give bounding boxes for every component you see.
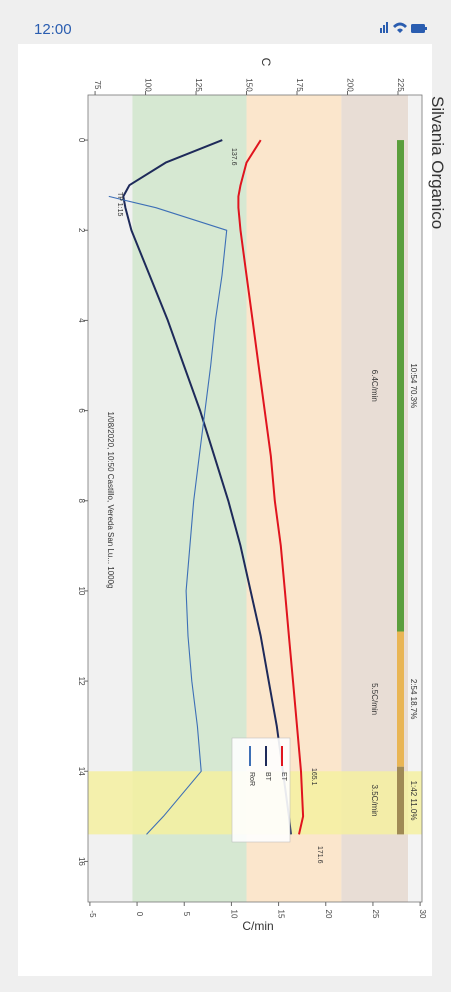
y-tick-label: 100 bbox=[144, 78, 153, 92]
status-time: 12:00 bbox=[34, 21, 72, 38]
annotation: TP 1:15 bbox=[116, 192, 123, 216]
legend-label: RoR bbox=[248, 772, 255, 786]
wifi-icon bbox=[393, 22, 407, 33]
series-line bbox=[237, 139, 305, 835]
y2-tick-label: 20 bbox=[324, 910, 333, 919]
phase-label: 10:54 70.3% bbox=[409, 363, 418, 408]
chart-footer: 1/08/2020, 10:50 Castillo, Vereda San Lu… bbox=[106, 411, 115, 588]
y2-axis-label: C/min bbox=[242, 919, 273, 933]
status-icons bbox=[380, 22, 427, 33]
y2-tick-label: 25 bbox=[371, 910, 380, 919]
plot-frame bbox=[87, 94, 423, 903]
y2-tick-label: -5 bbox=[88, 910, 97, 918]
phase-band bbox=[408, 95, 422, 902]
series-line bbox=[122, 139, 292, 835]
y-tick-label: 150 bbox=[245, 78, 254, 92]
y2-tick-label: 5 bbox=[182, 912, 191, 917]
y-tick-label: 75 bbox=[93, 81, 102, 90]
y2-tick-label: 10 bbox=[229, 910, 238, 919]
legend-box bbox=[231, 737, 291, 843]
x-tick-label: 8 bbox=[77, 499, 86, 504]
signal-bar bbox=[386, 22, 388, 33]
y2-tick-label: 15 bbox=[277, 910, 286, 919]
phase-band bbox=[88, 95, 133, 902]
annotation: 171.6 bbox=[316, 846, 323, 864]
phase-rate: 5.5C/min bbox=[370, 683, 379, 715]
signal-bar bbox=[380, 28, 382, 33]
x-tick-label: 10 bbox=[77, 586, 86, 595]
series-line bbox=[108, 195, 228, 835]
legend-label: BT bbox=[264, 772, 271, 782]
y2-tick-label: 30 bbox=[418, 910, 427, 919]
x-tick-label: 0 bbox=[77, 138, 86, 143]
y2-tick-label: 0 bbox=[135, 912, 144, 917]
chart: 0 2 4 6 8 10 12 14 16 75 100 125 150 175 200 225 -5 0 5 10 1… bbox=[77, 58, 447, 933]
phase-bar bbox=[397, 766, 404, 835]
legend-label: ET bbox=[280, 772, 287, 782]
y-tick-label: 175 bbox=[295, 78, 304, 92]
battery-icon bbox=[411, 24, 425, 33]
signal-bar bbox=[383, 25, 385, 33]
x-tick-label: 2 bbox=[77, 228, 86, 233]
phase-label: 1:42 11.0% bbox=[409, 781, 418, 821]
annotation: 137.6 bbox=[230, 148, 237, 166]
x-tick-label: 4 bbox=[77, 318, 86, 323]
y-tick-label: 125 bbox=[194, 78, 203, 92]
phase-label: 2:54 18.7% bbox=[409, 679, 418, 719]
phase-band bbox=[341, 95, 409, 902]
y-tick-label: 200 bbox=[345, 78, 354, 92]
phase-bar bbox=[397, 140, 404, 632]
y-tick-label: 225 bbox=[396, 78, 405, 92]
phase-bar bbox=[397, 631, 404, 767]
x-tick-label: 14 bbox=[77, 767, 86, 776]
phase-rate: 6.4C/min bbox=[370, 370, 379, 402]
annotation: 165.1 bbox=[310, 768, 317, 786]
chart-title: Silvania Organico bbox=[428, 96, 447, 229]
x-tick-label: 16 bbox=[77, 857, 86, 866]
battery-tip bbox=[425, 27, 427, 30]
y-axis-label: C bbox=[259, 58, 273, 67]
x-tick-label: 12 bbox=[77, 677, 86, 686]
x-tick-label: 6 bbox=[77, 408, 86, 413]
phase-rate: 3.5C/min bbox=[370, 785, 379, 817]
